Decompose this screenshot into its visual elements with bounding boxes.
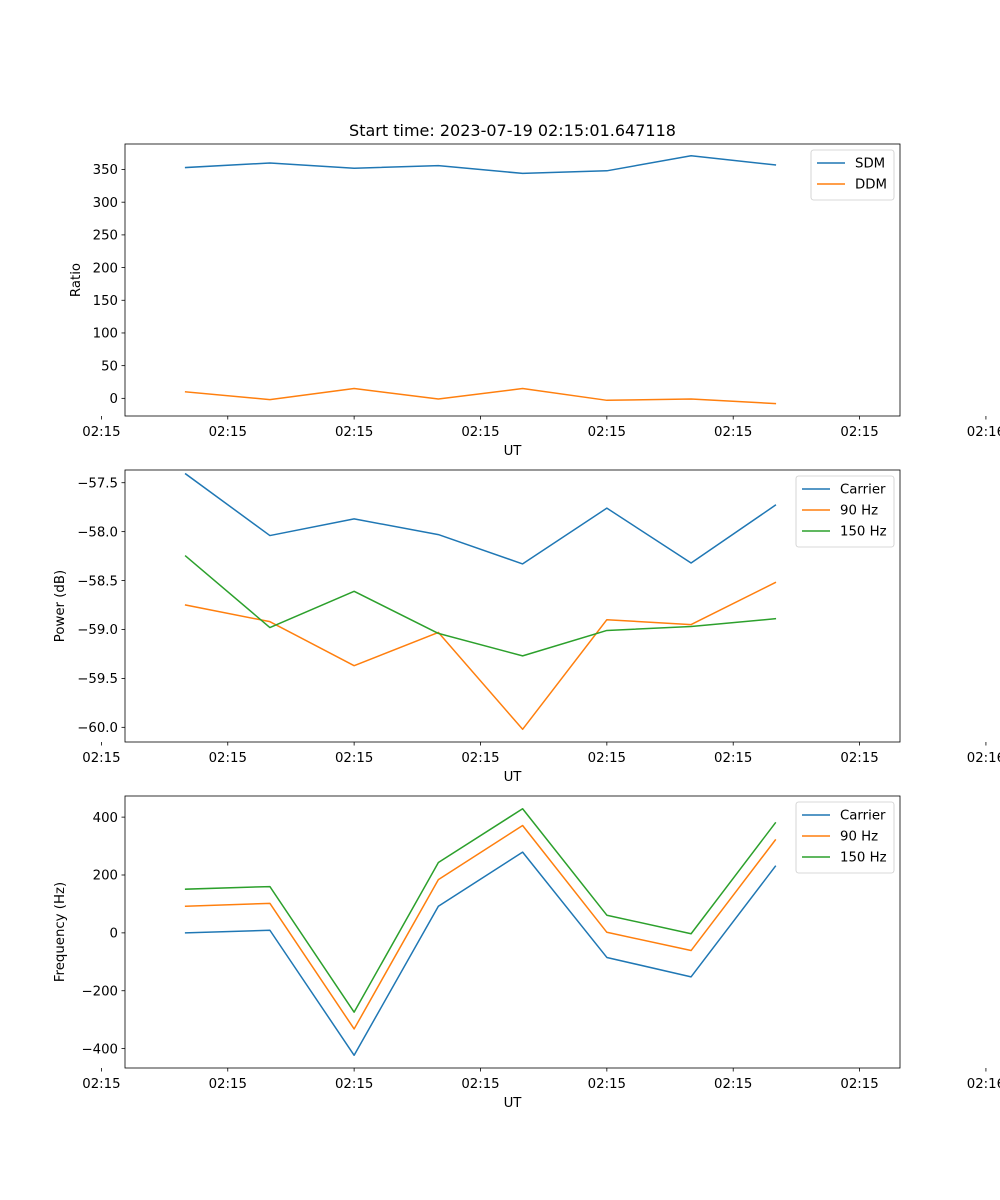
x-tick-label: 02:15 (461, 751, 499, 766)
x-tick-label: 02:15 (588, 751, 626, 766)
legend-box (795, 475, 895, 548)
legend-label: 90 Hz (840, 504, 878, 519)
legend-label: 150 Hz (840, 525, 887, 540)
series-line-sdm (184, 155, 777, 175)
x-tick-label: 02:15 (714, 751, 752, 766)
y-tick-label: 200 (93, 869, 118, 884)
x-tick-label: 02:15 (335, 751, 373, 766)
y-tick-label: −58.5 (77, 574, 118, 589)
x-tick-label: 02:15 (335, 425, 373, 440)
power-subplot: 02:15 02:15 02:15 02:15 02:15 02:15 02:15 02:16… (53, 469, 1000, 785)
x-axis-label: UT (504, 444, 523, 459)
legend: Carrier 90 Hz 150 Hz (795, 801, 895, 874)
x-tick-label: 02:15 (840, 751, 878, 766)
y-tick-label: −59.5 (77, 672, 118, 687)
y-tick-label: −59.0 (77, 623, 118, 638)
y-tick-label: −58.0 (77, 525, 118, 540)
x-tick-label: 02:15 (82, 1077, 120, 1092)
y-tick-label: 150 (93, 294, 118, 309)
y-tick-label: 0 (110, 392, 118, 407)
y-tick-label: 350 (93, 163, 118, 178)
x-tick-label: 02:15 (209, 425, 247, 440)
x-tick-label: 02:15 (82, 751, 120, 766)
y-axis-label: Frequency (Hz) (53, 882, 68, 982)
x-tick-label: 02:16 (967, 425, 1000, 440)
y-tick-label: −400 (81, 1042, 118, 1057)
legend-label: DDM (855, 178, 887, 193)
series-line-90-hz (184, 824, 777, 1030)
y-tick-label: 200 (93, 261, 118, 276)
y-tick-label: 0 (110, 927, 118, 942)
legend: SDM DDM (810, 149, 895, 201)
legend-label: 150 Hz (840, 851, 887, 866)
x-axis-label: UT (504, 770, 523, 785)
x-tick-label: 02:16 (967, 1077, 1000, 1092)
y-tick-label: −60.0 (77, 721, 118, 736)
plot-frame (124, 469, 901, 743)
ratio-subplot: Start time: 2023-07-19 02:15:01.64711802… (69, 121, 1000, 459)
y-axis-label: Ratio (69, 263, 84, 297)
y-tick-label: −200 (81, 984, 118, 999)
frequency-subplot: 02:15 02:15 02:15 02:15 02:15 02:15 02:15 02:16… (53, 795, 1000, 1111)
x-tick-label: 02:15 (209, 751, 247, 766)
legend: Carrier 90 Hz 150 Hz (795, 475, 895, 548)
x-tick-label: 02:16 (967, 751, 1000, 766)
x-tick-label: 02:15 (588, 1077, 626, 1092)
y-tick-label: −57.5 (77, 476, 118, 491)
x-tick-label: 02:15 (714, 1077, 752, 1092)
y-tick-label: 250 (93, 229, 118, 244)
legend-label: 90 Hz (840, 830, 878, 845)
x-tick-label: 02:15 (840, 425, 878, 440)
y-tick-label: 50 (101, 359, 118, 374)
legend-label: Carrier (840, 809, 886, 824)
x-tick-label: 02:15 (714, 425, 752, 440)
series-line-150-hz (184, 807, 777, 1013)
plot-frame (124, 143, 901, 417)
x-tick-label: 02:15 (82, 425, 120, 440)
x-axis-label: UT (504, 1096, 523, 1111)
plot-frame (124, 795, 901, 1069)
x-tick-label: 02:15 (840, 1077, 878, 1092)
series-line-carrier (184, 851, 777, 1057)
x-tick-label: 02:15 (461, 1077, 499, 1092)
y-axis-label: Power (dB) (53, 570, 68, 642)
y-tick-label: 100 (93, 327, 118, 342)
x-tick-label: 02:15 (588, 425, 626, 440)
series-line-carrier (184, 472, 777, 565)
legend-label: SDM (855, 157, 885, 172)
x-tick-label: 02:15 (461, 425, 499, 440)
y-tick-label: 400 (93, 811, 118, 826)
y-tick-label: 300 (93, 196, 118, 211)
x-tick-label: 02:15 (209, 1077, 247, 1092)
x-tick-label: 02:15 (335, 1077, 373, 1092)
legend-box (795, 801, 895, 874)
series-line-150-hz (184, 555, 777, 657)
series-line-90-hz (184, 581, 777, 731)
chart-title: Start time: 2023-07-19 02:15:01.647118 (349, 121, 676, 140)
series-line-ddm (184, 387, 777, 405)
legend-label: Carrier (840, 483, 886, 498)
